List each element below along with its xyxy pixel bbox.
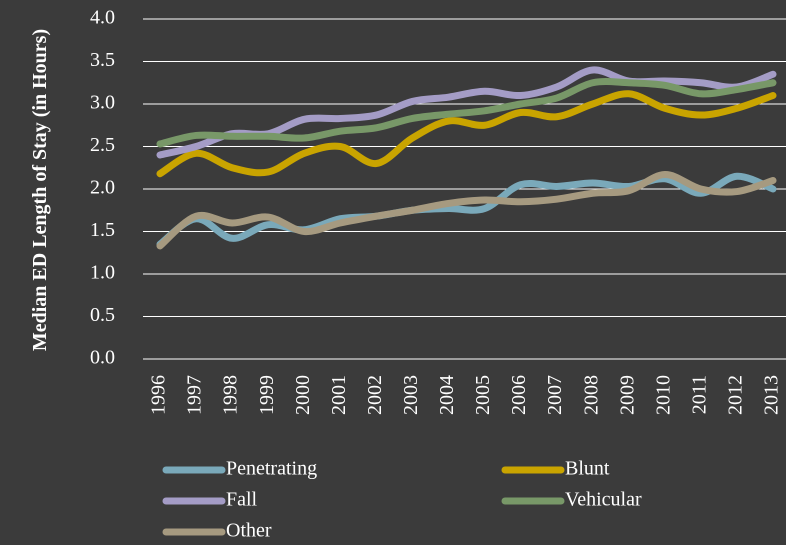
y-axis-label: Median ED Length of Stay (in Hours) bbox=[29, 28, 51, 352]
series-line bbox=[156, 78, 777, 148]
x-tick-label: 2009 bbox=[616, 375, 638, 415]
y-tick-label: 0.0 bbox=[90, 347, 115, 369]
x-tick-label: 2002 bbox=[364, 375, 386, 415]
y-tick-label: 0.5 bbox=[90, 304, 115, 326]
legend-label: Blunt bbox=[565, 458, 610, 480]
series-line bbox=[156, 172, 777, 248]
x-tick-label: 2001 bbox=[328, 375, 350, 415]
x-tick-label: 2012 bbox=[725, 375, 747, 415]
y-tick-label: 3.5 bbox=[90, 49, 115, 71]
x-tick-label: 2000 bbox=[292, 375, 314, 415]
x-tick-label: 2005 bbox=[472, 375, 494, 415]
y-tick-label: 4.0 bbox=[90, 7, 115, 29]
legend-label: Vehicular bbox=[565, 489, 642, 511]
x-tick-label: 2006 bbox=[508, 375, 530, 415]
legend-label: Fall bbox=[226, 489, 258, 511]
x-tick-label: 1999 bbox=[256, 375, 278, 415]
y-tick-label: 2.0 bbox=[90, 177, 115, 199]
x-tick-label: 2004 bbox=[436, 375, 458, 415]
y-tick-label: 2.5 bbox=[90, 134, 115, 156]
series-line bbox=[156, 90, 777, 178]
legend-label: Other bbox=[226, 520, 272, 542]
legend-label: Penetrating bbox=[226, 458, 317, 480]
series-line bbox=[156, 171, 777, 250]
x-tick-label: 2008 bbox=[580, 375, 602, 415]
x-tick-label: 2010 bbox=[652, 375, 674, 415]
x-tick-label: 2007 bbox=[544, 375, 566, 415]
y-tick-label: 3.0 bbox=[90, 92, 115, 114]
y-tick-label: 1.5 bbox=[90, 219, 115, 241]
x-tick-label: 2013 bbox=[761, 375, 783, 415]
y-tick-label: 1.0 bbox=[90, 262, 115, 284]
x-tick-label: 1998 bbox=[220, 375, 242, 415]
x-tick-label: 2011 bbox=[688, 375, 710, 414]
x-tick-label: 2003 bbox=[400, 375, 422, 415]
x-tick-label: 1996 bbox=[148, 375, 170, 415]
x-tick-label: 1997 bbox=[184, 375, 206, 415]
